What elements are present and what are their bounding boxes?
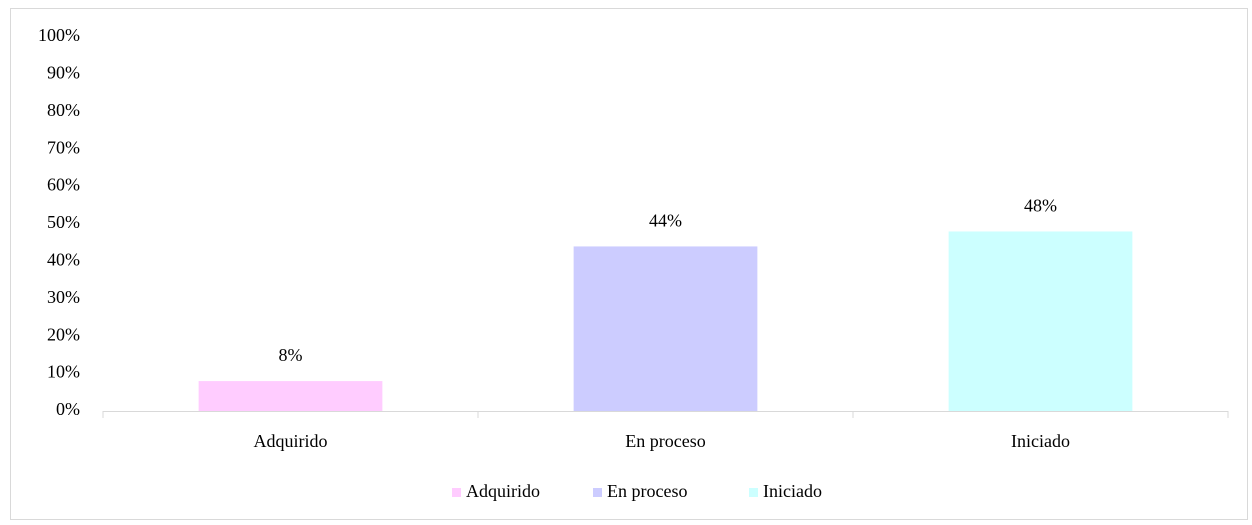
y-tick-label: 50% <box>47 212 80 232</box>
data-label: 44% <box>649 211 682 231</box>
y-tick-label: 40% <box>47 250 80 270</box>
legend-swatch <box>749 488 758 497</box>
x-tick-label: Adquirido <box>254 431 328 451</box>
y-tick-label: 0% <box>56 399 80 419</box>
y-tick-label: 70% <box>47 137 80 157</box>
y-tick-label: 60% <box>47 175 80 195</box>
legend-swatch <box>593 488 602 497</box>
y-tick-label: 30% <box>47 287 80 307</box>
x-tick-label: Iniciado <box>1011 431 1070 451</box>
y-tick-label: 20% <box>47 324 80 344</box>
data-label: 48% <box>1024 196 1057 216</box>
y-tick-label: 90% <box>47 63 80 83</box>
bar <box>948 231 1133 411</box>
legend-label: Iniciado <box>763 481 822 501</box>
x-tick-label: En proceso <box>625 431 705 451</box>
bar <box>573 246 758 411</box>
y-tick-label: 10% <box>47 362 80 382</box>
y-tick-label: 100% <box>38 25 80 45</box>
legend-swatch <box>452 488 461 497</box>
y-tick-label: 80% <box>47 100 80 120</box>
legend-label: Adquirido <box>466 481 540 501</box>
bar <box>198 381 383 411</box>
legend-label: En proceso <box>607 481 687 501</box>
data-label: 8% <box>279 345 303 365</box>
